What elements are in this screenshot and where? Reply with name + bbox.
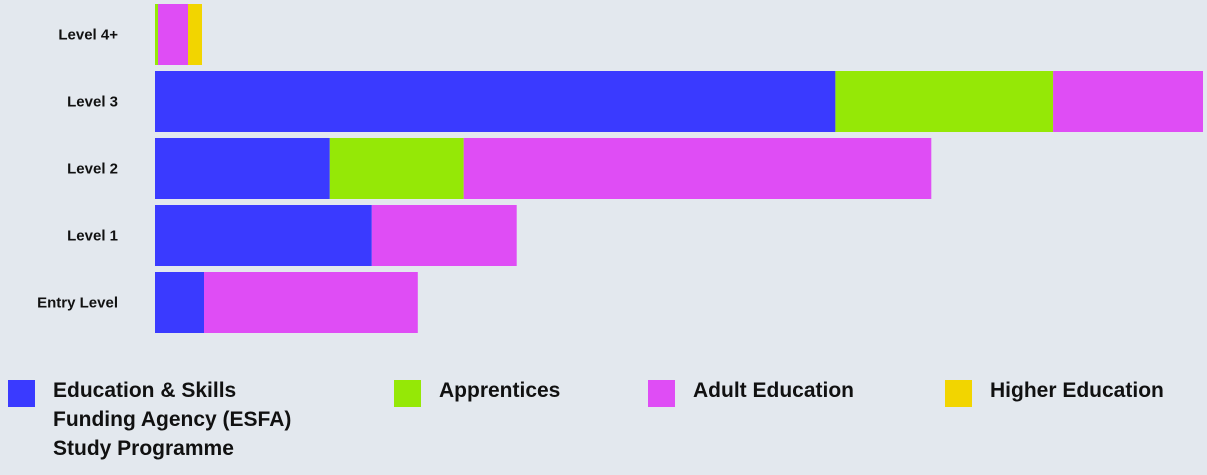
category-label: Level 1	[67, 228, 118, 245]
legend-swatch-esfa	[8, 380, 35, 407]
legend-swatch-apprentices	[394, 380, 421, 407]
bar-segment	[371, 205, 517, 266]
legend-swatch-higher-education	[945, 380, 972, 407]
bar-segment	[188, 4, 202, 65]
category-label: Level 2	[67, 161, 118, 178]
legend-label-esfa: Education & Skills Funding Agency (ESFA)…	[53, 376, 291, 463]
legend-item-higher-education: Higher Education	[945, 376, 1164, 407]
legend-label-line: Education & Skills	[53, 379, 237, 402]
bar-segment	[463, 138, 932, 199]
legend-label-apprentices: Apprentices	[439, 376, 560, 405]
legend-item-esfa: Education & Skills Funding Agency (ESFA)…	[8, 376, 291, 463]
bar-segment	[155, 272, 204, 333]
bar-segment	[1053, 71, 1203, 132]
bar-segment	[155, 71, 836, 132]
bar-segment	[155, 4, 158, 65]
legend-label-higher-education: Higher Education	[990, 376, 1164, 405]
legend-item-apprentices: Apprentices	[394, 376, 560, 407]
bar-segment	[329, 138, 464, 199]
legend-swatch-adult-education	[648, 380, 675, 407]
category-label: Level 4+	[58, 27, 118, 44]
category-labels: Level 4+ Level 3 Level 2 Level 1 Entry Level	[37, 27, 118, 312]
bar-segment	[158, 4, 188, 65]
bar-segment	[155, 205, 372, 266]
bar-segment	[155, 138, 330, 199]
legend: Education & Skills Funding Agency (ESFA)…	[0, 376, 1207, 475]
stacked-bar-chart: Level 4+ Level 3 Level 2 Level 1 Entry Level	[37, 4, 1203, 333]
bar-segment	[204, 272, 418, 333]
legend-label-line: Funding Agency (ESFA)	[53, 408, 292, 431]
bar-segment	[835, 71, 1054, 132]
legend-label-line: Apprentices	[439, 379, 561, 402]
legend-label-line: Study Programme	[53, 437, 234, 460]
legend-item-adult-education: Adult Education	[648, 376, 854, 407]
legend-label-line: Adult Education	[693, 379, 854, 402]
legend-label-line: Higher Education	[990, 379, 1164, 402]
bars	[155, 4, 1203, 333]
legend-label-adult-education: Adult Education	[693, 376, 854, 405]
category-label: Level 3	[67, 94, 118, 111]
category-label: Entry Level	[37, 295, 118, 312]
